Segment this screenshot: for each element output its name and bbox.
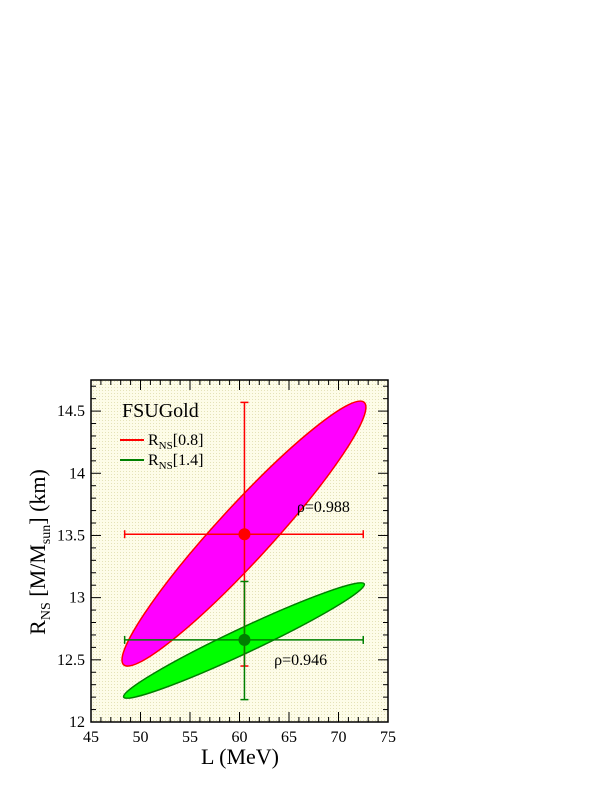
chart-title: FSUGold [122,400,199,422]
correlation-label-rns-14: ρ=0.946 [274,652,327,669]
x-tick-label: 50 [133,729,149,746]
legend-rest-08: [0.8] [173,432,204,449]
ticks-layer [90,380,389,723]
data-point-1 [238,633,251,646]
y-tick-label: 13.5 [57,527,85,544]
y-tick-label: 13 [69,590,85,607]
x-axis-title: L (MeV) [201,744,279,769]
ylabel-r: R [25,620,50,635]
legend-label-rns-08: RNS[0.8] [148,432,203,452]
legend-sub-08: NS [159,440,173,452]
x-tick-label: 65 [281,729,297,746]
legend-r-08: R [148,432,159,449]
legend-r-14: R [148,452,159,469]
ylabel-bracket: [M/M [25,544,50,602]
y-tick-label: 14.5 [57,403,85,420]
y-axis-title: RNS [M/Msun] (km) [25,469,54,635]
ylabel-sub-ns: NS [39,602,54,620]
x-tick-label: 70 [331,729,347,746]
legend-rest-14: [1.4] [173,452,204,469]
tick-labels-layer: 45 50 55 60 65 70 75 12 12.5 13 13.5 14 14.5 [57,403,396,746]
x-tick-label: 55 [182,729,198,746]
y-tick-label: 12.5 [57,652,85,669]
correlation-label-rns-08: ρ=0.988 [297,499,350,516]
y-tick-label: 12 [69,714,85,731]
legend-label-rns-14: RNS[1.4] [148,452,203,472]
y-tick-label: 14 [69,465,85,482]
points-layer [238,528,251,646]
ylabel-end: ] (km) [25,469,50,525]
ylabel-sub-sun: sun [39,525,54,544]
legend: RNS[0.8] RNS[1.4] [120,432,203,472]
x-tick-label: 60 [232,729,248,746]
x-tick-label: 75 [380,729,396,746]
x-tick-label: 45 [83,729,99,746]
data-point-0 [238,528,251,541]
legend-sub-14: NS [159,460,173,472]
